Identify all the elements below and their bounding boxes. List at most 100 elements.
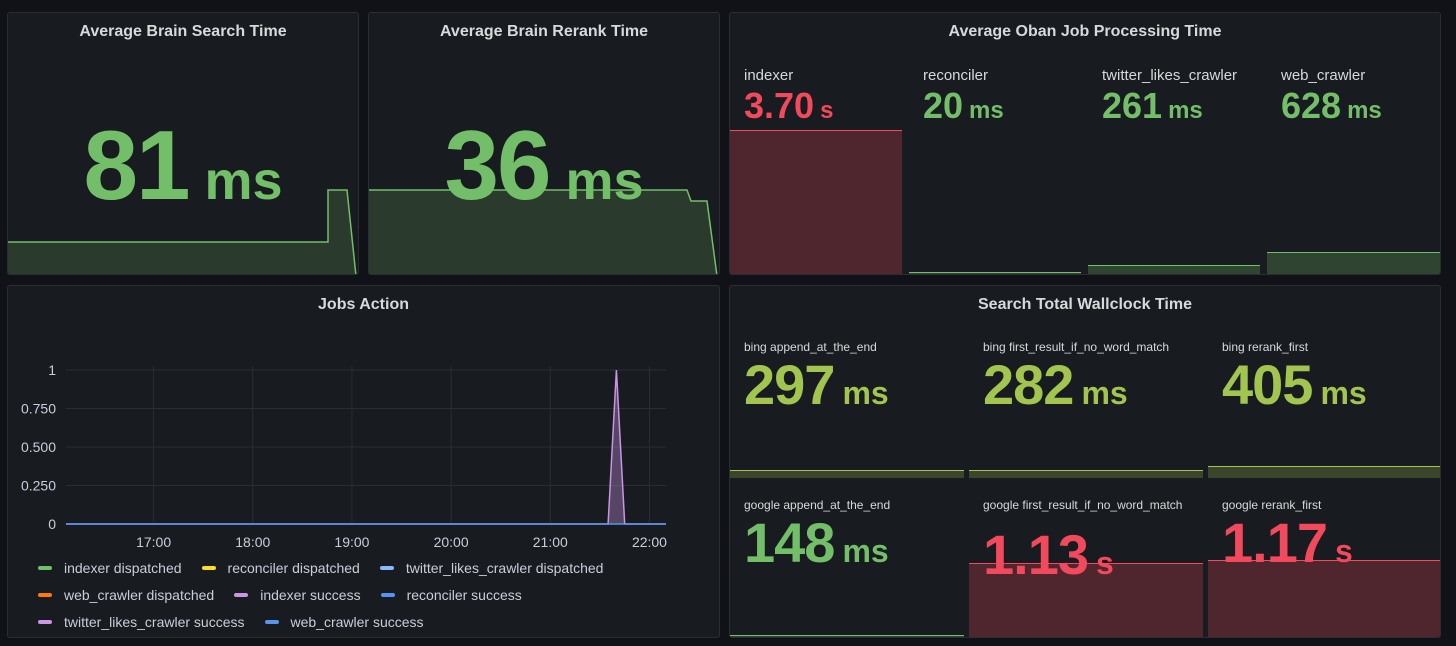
- oban-label: twitter_likes_crawler: [1102, 67, 1238, 84]
- legend-swatch: [234, 592, 249, 597]
- jobs-action-title: Jobs Action: [318, 296, 409, 313]
- oban-number: 3.70: [744, 85, 815, 126]
- legend-item-indexer-success[interactable]: indexer success: [234, 586, 361, 603]
- x-tick-label: 18:00: [235, 534, 270, 550]
- brain-rerank-sparkline: [369, 189, 718, 274]
- legend-label: twitter_likes_crawler dispatched: [405, 559, 604, 576]
- wallclock-level-bar: [969, 563, 1203, 637]
- wallclock-cell-bing-first-result-if-no-word-match[interactable]: bing first_result_if_no_word_match 282 ms: [969, 330, 1203, 478]
- wallclock-label: google first_result_if_no_word_match: [983, 498, 1183, 512]
- wallclock-number: 1.17: [1222, 511, 1328, 574]
- oban-cell-reconciler[interactable]: reconciler 20 ms: [909, 57, 1081, 274]
- legend-item-twitter-likes-crawler-success[interactable]: twitter_likes_crawler success: [38, 614, 245, 630]
- legend-swatch: [380, 592, 395, 597]
- jobs-action-legend: indexer dispatched reconciler dispatched t…: [38, 554, 698, 635]
- wallclock-value: 148 ms: [744, 510, 889, 575]
- oban-number: 261: [1102, 85, 1163, 126]
- wallclock-value: 1.17 s: [1222, 510, 1353, 575]
- wallclock-number: 1.13: [983, 523, 1089, 586]
- legend-row: twitter_likes_crawler success web_crawler…: [38, 608, 698, 635]
- wallclock-cell-google-append-at-the-end[interactable]: google append_at_the_end 148 ms: [730, 488, 964, 637]
- legend-item-twitter-likes-crawler-dispatched[interactable]: twitter_likes_crawler dispatched: [379, 559, 604, 576]
- wallclock-unit: s: [1335, 533, 1353, 569]
- y-tick-label: 0.500: [21, 439, 56, 455]
- oban-cell-web-crawler[interactable]: web_crawler 628 ms: [1267, 57, 1440, 274]
- wallclock-level-bar: [730, 635, 964, 637]
- wallclock-panel[interactable]: Search Total Wallclock Time bing append_…: [729, 285, 1441, 638]
- wallclock-level-bar: [969, 470, 1203, 478]
- legend-item-indexer-dispatched[interactable]: indexer dispatched: [38, 560, 182, 576]
- wallclock-value: 297 ms: [744, 352, 889, 417]
- wallclock-label: bing first_result_if_no_word_match: [983, 340, 1170, 354]
- brain-rerank-value: 36 ms: [369, 109, 719, 222]
- legend-swatch: [38, 592, 52, 597]
- oban-value: 261 ms: [1102, 85, 1203, 127]
- wallclock-number: 405: [1222, 353, 1313, 416]
- wallclock-cell-google-rerank-first[interactable]: google rerank_first 1.17 s: [1208, 488, 1440, 637]
- brain-search-title: Average Brain Search Time: [79, 23, 287, 40]
- legend-swatch: [38, 565, 52, 570]
- wallclock-unit: s: [1096, 545, 1114, 581]
- legend-label: reconciler success: [406, 586, 522, 603]
- brain-rerank-unit: ms: [565, 151, 644, 211]
- legend-swatch: [379, 565, 394, 570]
- jobs-action-chart[interactable]: 0 0.250 0.500 0.750 1 17:00 18:00 19:00 20:00 21:…: [8, 286, 720, 551]
- wallclock-unit: ms: [1320, 375, 1367, 411]
- oban-panel[interactable]: Average Oban Job Processing Time indexer…: [729, 12, 1441, 275]
- wallclock-number: 148: [744, 511, 835, 574]
- y-tick-label: 0.250: [21, 478, 56, 494]
- oban-level-bar: [909, 272, 1081, 274]
- brain-rerank-number: 36: [444, 110, 551, 220]
- legend-label: twitter_likes_crawler success: [64, 613, 245, 630]
- oban-level-bar: [1088, 265, 1260, 274]
- oban-label: web_crawler: [1281, 67, 1366, 84]
- wallclock-number: 282: [983, 353, 1074, 416]
- oban-unit: ms: [1347, 97, 1382, 124]
- x-tick-label: 22:00: [632, 534, 667, 550]
- wallclock-cell-google-first-result-if-no-word-match[interactable]: google first_result_if_no_word_match 1.13…: [969, 488, 1203, 637]
- wallclock-label: bing rerank_first: [1222, 340, 1309, 354]
- brain-search-value: 81 ms: [8, 109, 358, 222]
- x-tick-label: 21:00: [533, 534, 568, 550]
- oban-level-bar: [730, 130, 902, 274]
- oban-number: 628: [1281, 85, 1342, 126]
- brain-search-panel[interactable]: Average Brain Search Time 81 ms: [7, 12, 359, 275]
- brain-rerank-title: Average Brain Rerank Time: [439, 23, 649, 40]
- legend-item-web-crawler-dispatched[interactable]: web_crawler dispatched: [38, 587, 214, 603]
- legend-label: indexer dispatched: [64, 559, 182, 576]
- legend-swatch: [201, 565, 216, 570]
- wallclock-title: Search Total Wallclock Time: [978, 296, 1192, 313]
- legend-item-web-crawler-success[interactable]: web_crawler success: [264, 613, 424, 630]
- wallclock-level-bar: [1208, 560, 1440, 637]
- wallclock-unit: ms: [1081, 375, 1128, 411]
- jobs-action-panel[interactable]: Jobs Action 0 0.250 0.500 0.750 1 17:00 18:00 1…: [7, 285, 720, 638]
- brain-search-number: 81: [83, 110, 190, 220]
- y-tick-label: 0: [48, 516, 56, 532]
- oban-number: 20: [923, 85, 964, 126]
- x-tick-label: 20:00: [434, 534, 469, 550]
- wallclock-value: 282 ms: [983, 352, 1128, 417]
- oban-unit: s: [820, 97, 834, 124]
- wallclock-label: google append_at_the_end: [744, 498, 891, 512]
- oban-cell-indexer[interactable]: indexer 3.70 s: [730, 57, 902, 274]
- legend-item-reconciler-success[interactable]: reconciler success: [380, 586, 522, 603]
- oban-unit: ms: [969, 97, 1004, 124]
- wallclock-cell-bing-append-at-the-end[interactable]: bing append_at_the_end 297 ms: [730, 330, 964, 478]
- wallclock-cell-bing-rerank-first[interactable]: bing rerank_first 405 ms: [1208, 330, 1440, 478]
- brain-rerank-panel[interactable]: Average Brain Rerank Time 36 ms: [368, 12, 720, 275]
- brain-search-unit: ms: [204, 151, 283, 211]
- legend-label: web_crawler dispatched: [64, 586, 215, 603]
- oban-title: Average Oban Job Processing Time: [948, 23, 1222, 40]
- wallclock-level-bar: [1208, 466, 1440, 478]
- oban-label: reconciler: [923, 67, 989, 84]
- oban-level-bar: [1267, 252, 1440, 274]
- legend-swatch: [38, 619, 52, 624]
- x-tick-label: 17:00: [136, 534, 171, 550]
- oban-label: indexer: [744, 67, 794, 84]
- legend-row: web_crawler dispatched indexer success rec…: [38, 581, 698, 608]
- oban-cell-twitter-likes-crawler[interactable]: twitter_likes_crawler 261 ms: [1088, 57, 1260, 274]
- legend-label: indexer success: [260, 586, 361, 603]
- legend-label: web_crawler success: [290, 613, 424, 630]
- wallclock-number: 297: [744, 353, 835, 416]
- legend-item-reconciler-dispatched[interactable]: reconciler dispatched: [201, 560, 360, 576]
